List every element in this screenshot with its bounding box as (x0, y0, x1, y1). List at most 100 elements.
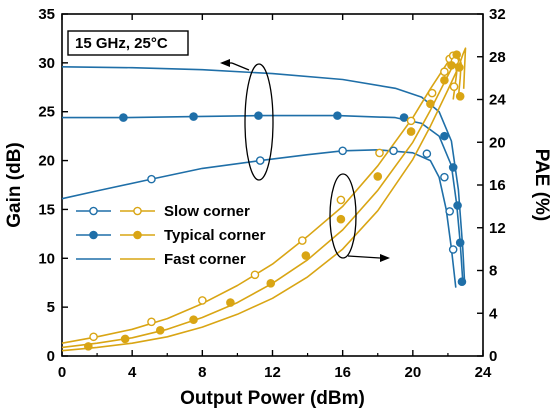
pae-callout-arrow-line (347, 255, 381, 259)
typical-corner-gain-marker (453, 201, 462, 210)
legend-label: Slow corner (164, 203, 250, 220)
series-layer (61, 47, 467, 352)
slow-corner-gain-marker (147, 174, 156, 184)
slow-corner-pae-marker (427, 88, 437, 98)
right-y-tick-label: 28 (489, 49, 506, 66)
typical-corner-gain-marker (254, 111, 263, 120)
typical-corner-pae-marker (447, 61, 456, 70)
x-tick-label: 24 (475, 364, 492, 381)
right-y-tick-label: 8 (489, 263, 497, 280)
right-y-tick-label: 0 (489, 348, 497, 365)
slow-corner-gain-marker (255, 156, 265, 165)
slow-corner-pae-marker (89, 332, 98, 342)
typical-corner-gain-line (62, 114, 464, 282)
left-y-tick-label: 10 (38, 250, 55, 267)
typical-corner-pae-marker (189, 315, 198, 324)
typical-corner-gain-marker (440, 131, 449, 141)
slow-corner-pae-line (61, 55, 458, 344)
slow-corner-pae-marker (375, 148, 384, 158)
slow-corner-pae-marker (406, 116, 416, 126)
typical-corner-pae-marker (301, 251, 311, 260)
typical-corner-gain-marker (457, 277, 467, 287)
slow-corner-gain-marker (445, 207, 454, 216)
markers-layer (84, 50, 467, 351)
typical-corner-gain-marker (448, 163, 458, 172)
typical-corner-pae-marker (155, 326, 165, 335)
slow-corner-pae-marker (147, 317, 156, 327)
legend-gain-marker (89, 230, 98, 240)
typical-corner-pae-marker (336, 214, 346, 224)
typical-corner-pae-marker (266, 279, 276, 288)
slow-corner-pae-marker (198, 296, 207, 305)
left-y-axis-title: Gain (dB) (4, 142, 25, 228)
typical-corner-pae-marker (440, 75, 449, 85)
right-y-tick-label: 12 (489, 220, 506, 237)
x-tick-label: 20 (404, 364, 421, 381)
slow-corner-gain-line (61, 149, 457, 288)
typical-corner-gain-marker (455, 238, 465, 247)
gain-callout-ellipse (244, 63, 274, 181)
typical-corner-pae-marker (373, 172, 383, 181)
legend-label: Typical corner (164, 227, 266, 244)
x-tick-label: 0 (58, 364, 66, 381)
gain-callout-arrow-line (231, 62, 250, 71)
slow-corner-gain-marker (422, 149, 432, 159)
x-tick-label: 12 (264, 364, 281, 381)
condition-annotation-text: 15 GHz, 25°C (75, 35, 168, 52)
legend-entry: Typical corner (76, 227, 266, 244)
slow-corner-gain-marker (389, 146, 398, 156)
left-y-tick-label: 5 (47, 299, 55, 316)
x-tick-label: 4 (128, 364, 137, 381)
fast-corner-gain-line (61, 66, 466, 283)
slow-corner-pae-marker (440, 67, 449, 77)
right-y-tick-label: 16 (489, 177, 506, 194)
right-y-tick-label: 4 (489, 305, 498, 322)
slow-corner-pae-marker (336, 195, 346, 205)
left-y-tick-label: 25 (38, 104, 55, 121)
right-y-tick-label: 20 (489, 134, 506, 151)
typical-corner-gain-marker (399, 113, 409, 122)
pae-callout-ellipse (329, 173, 357, 259)
slow-corner-pae-marker (449, 82, 459, 91)
typical-corner-pae-marker (455, 63, 464, 72)
legend-pae-marker (133, 206, 142, 216)
left-y-tick-label: 30 (38, 55, 55, 72)
slow-corner-gain-marker (338, 146, 347, 156)
typical-corner-pae-marker (452, 50, 461, 59)
legend-entry: Slow corner (76, 203, 250, 220)
axis-callouts (220, 59, 390, 262)
slow-corner-gain-marker (448, 245, 458, 254)
condition-annotation-box (67, 30, 189, 56)
legend-pae-marker (133, 230, 142, 240)
x-axis-title: Output Power (dBm) (180, 388, 365, 409)
condition-annotation: 15 GHz, 25°C (67, 30, 189, 56)
slow-corner-pae-marker (298, 236, 307, 245)
left-y-tick-label: 20 (38, 153, 55, 170)
typical-corner-pae-marker (426, 99, 435, 109)
typical-corner-pae-marker (84, 342, 93, 351)
typical-corner-pae-marker (120, 334, 130, 344)
legend-entry: Fast corner (76, 251, 246, 268)
slow-corner-gain-marker (440, 172, 449, 182)
typical-corner-pae-marker (406, 127, 416, 136)
typical-corner-pae-marker (226, 298, 235, 307)
typical-corner-gain-marker (189, 112, 198, 121)
right-y-axis-title: PAE (%) (531, 149, 550, 221)
x-tick-label: 8 (198, 364, 206, 381)
right-y-tick-label: 32 (489, 6, 506, 23)
legend-label: Fast corner (164, 251, 246, 268)
left-y-tick-label: 15 (38, 201, 55, 218)
typical-corner-gain-marker (333, 111, 342, 120)
typical-corner-gain-marker (119, 113, 128, 122)
x-tick-label: 16 (334, 364, 351, 381)
left-y-tick-label: 0 (47, 348, 55, 365)
legend-gain-marker (89, 206, 98, 216)
gain-callout-arrowhead (220, 59, 230, 67)
legend: Slow corner Typical corner Fast corner (76, 203, 266, 268)
slow-corner-pae-marker (250, 270, 260, 280)
right-y-tick-label: 24 (489, 92, 506, 109)
typical-corner-pae-marker (455, 91, 465, 101)
left-y-tick-label: 35 (38, 6, 55, 23)
